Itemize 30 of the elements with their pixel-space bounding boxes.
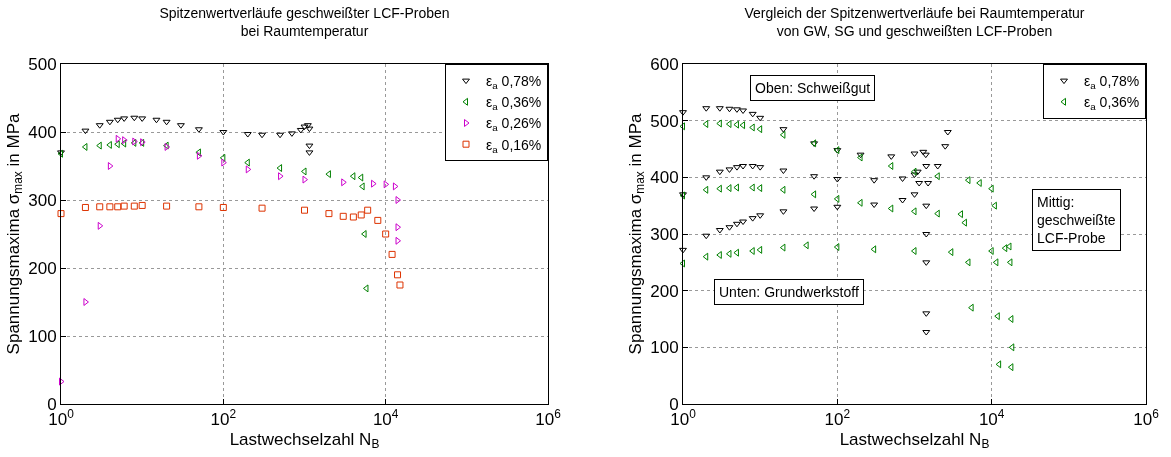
x-tick-label: 10$^{4}$ — [978, 407, 1005, 430]
x-axis-title: Lastwechselzahl N$_{B}$ — [839, 429, 990, 452]
y-tick-label: 300 — [28, 190, 57, 210]
y-tick-label: 200 — [28, 258, 57, 278]
y-tick-label: 500 — [28, 54, 57, 74]
x-tick-label: 10$^{6}$ — [1133, 407, 1160, 430]
y-tick-label: 600 — [650, 54, 679, 74]
x-tick-label: 10$^{6}$ — [535, 407, 562, 430]
annotation: Oben: Schweißgut — [755, 80, 871, 96]
legend-label: ε$_{a}$ 0,26% — [486, 115, 542, 134]
legend-label: ε$_{a}$ 0,36% — [1084, 94, 1140, 113]
y-tick-label: 100 — [28, 326, 57, 346]
annotation: Mittig: geschweißte LCF-Probe — [1037, 194, 1116, 247]
y-tick-label: 300 — [650, 224, 679, 244]
legend-label: ε$_{a}$ 0,36% — [486, 94, 542, 113]
y-tick-label: 500 — [650, 111, 679, 131]
x-tick-label: 10$^{4}$ — [372, 407, 399, 430]
y-tick-label: 100 — [650, 338, 679, 358]
y-tick-label: 200 — [650, 281, 679, 301]
chart-title: Vergleich der Spitzenwertverläufe bei Raumtemperatur von GW, SG und geschweißten LCF-Proben — [744, 5, 1085, 40]
y-tick-label: 400 — [28, 122, 57, 142]
y-tick-label: 400 — [650, 168, 679, 188]
x-tick-label: 10$^{2}$ — [824, 407, 851, 430]
legend-label: ε$_{a}$ 0,16% — [486, 136, 542, 155]
x-axis-title: Lastwechselzahl N$_{B}$ — [229, 429, 380, 452]
legend-label: ε$_{a}$ 0,78% — [1084, 73, 1140, 91]
x-tick-label: 10$^{2}$ — [210, 407, 237, 430]
annotation: Unten: Grundwerkstoff — [719, 284, 859, 300]
legend-label: ε$_{a}$ 0,78% — [486, 73, 542, 91]
chart-title: Spitzenwertverläufe geschweißter LCF-Proben bei Raumtemperatur — [159, 5, 450, 40]
